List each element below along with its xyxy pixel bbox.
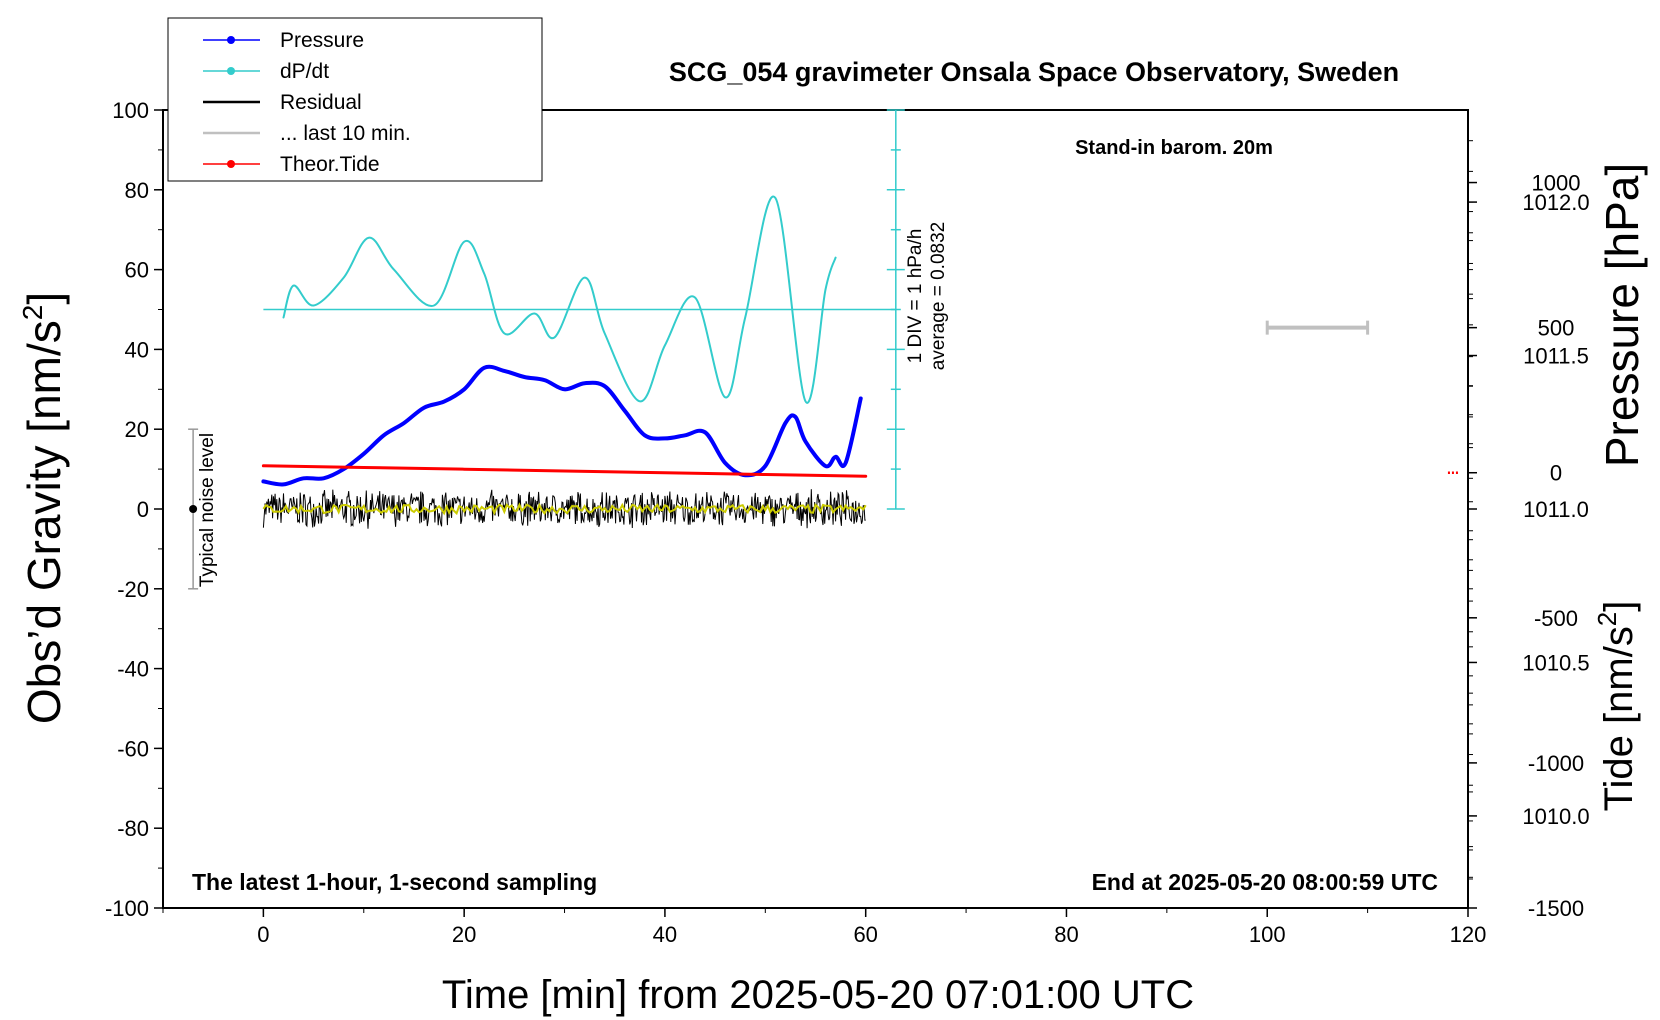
sampling-note: The latest 1-hour, 1-second sampling [192, 869, 597, 895]
pressure-tick-label: 1010.0 [1522, 804, 1589, 829]
x-tick-label: 60 [853, 922, 877, 947]
series-residual-smoothed [262, 502, 867, 516]
y-axis-left-title: Obs’d Gravity [nm/s2] [17, 292, 70, 724]
legend-marker [227, 67, 235, 75]
legend-label: Residual [280, 91, 362, 114]
y-left-tick-label: -40 [117, 657, 149, 682]
pressure-tick-label: 1010.5 [1522, 650, 1589, 675]
tide-tick-label: -1500 [1528, 896, 1584, 921]
x-axis-title: Time [min] from 2025-05-20 07:01:00 UTC [442, 973, 1194, 1017]
y-left-tick-label: -60 [117, 736, 149, 761]
series-residual [262, 489, 866, 529]
pressure-tick-label: 1012.0 [1522, 190, 1589, 215]
dpdt-average-label: average = 0.0832 [928, 222, 949, 370]
y-axis-left-title-sup: 2 [17, 305, 48, 321]
series-dp-dt [282, 195, 837, 404]
y-left-tick-label: -20 [117, 577, 149, 602]
noise-level-label: Typical noise level [197, 433, 218, 587]
series-layer [261, 195, 896, 529]
y-axis-tide-title-main: Tide [nm/s [1597, 626, 1641, 811]
y-left-tick-label: 100 [112, 98, 149, 123]
legend-box [167, 17, 543, 182]
legend-entries: Pressure dP/dt Residual ... last 10 min. The… [203, 29, 411, 176]
x-tick-label: 40 [653, 922, 677, 947]
y-left-tick-label: -100 [105, 896, 149, 921]
dpdt-scale-label: 1 DIV = 1 hPa/h [905, 229, 926, 364]
series-theor-tide [261, 464, 868, 478]
pressure-tick-label: 1011.0 [1523, 497, 1589, 522]
legend-label: dP/dt [280, 60, 329, 83]
x-tick-label: 80 [1054, 922, 1078, 947]
x-tick-label: 120 [1450, 922, 1487, 947]
tide-tick-label: -1000 [1528, 751, 1584, 776]
x-tick-label: 20 [452, 922, 476, 947]
axis-ticks: 0 20 40 60 80 100 120 100 80 60 40 20 0 -20 -40 -60 -80 -… [105, 98, 1590, 947]
tide-tick-label: -500 [1534, 606, 1578, 631]
x-tick-label: 0 [257, 922, 269, 947]
legend-marker [227, 160, 235, 168]
noise-bar-center [189, 505, 198, 513]
y-left-tick-label: 80 [125, 178, 149, 203]
y-axis-left-title-end: ] [18, 292, 70, 305]
legend-label: ... last 10 min. [280, 122, 411, 145]
y-left-tick-label: 40 [125, 337, 149, 362]
y-left-tick-label: -80 [117, 816, 149, 841]
y-left-tick-label: 60 [125, 258, 149, 283]
legend: Pressure dP/dt Residual ... last 10 min. The… [167, 17, 543, 182]
y-axis-pressure-title: Pressure [hPa] [1596, 163, 1648, 467]
legend-label: Theor.Tide [280, 153, 380, 176]
tide-tick-label: 500 [1538, 316, 1575, 341]
y-axis-left-title-main: Obs’d Gravity [nm/s [18, 320, 70, 724]
chart-title: SCG_054 gravimeter Onsala Space Observat… [669, 57, 1399, 87]
x-tick-label: 100 [1249, 922, 1286, 947]
y-left-tick-label: 20 [125, 417, 149, 442]
barometer-note: Stand-in barom. 20m [1075, 137, 1273, 159]
end-time-note: End at 2025-05-20 08:00:59 UTC [1092, 869, 1438, 895]
y-axis-tide-title: Tide [nm/s2] [1592, 601, 1641, 812]
y-axis-tide-title-end: ] [1597, 601, 1641, 612]
y-axis-tide-title-sup: 2 [1592, 612, 1622, 626]
legend-label: Pressure [280, 29, 364, 52]
chart-extras [188, 109, 1460, 590]
pressure-tick-label: 1011.5 [1523, 344, 1589, 369]
legend-marker [227, 36, 235, 44]
tide-tick-label: 1000 [1532, 171, 1581, 196]
tide-tick-label: 0 [1550, 461, 1562, 486]
series-pressure [261, 364, 863, 487]
y-left-tick-label: 0 [137, 497, 149, 522]
